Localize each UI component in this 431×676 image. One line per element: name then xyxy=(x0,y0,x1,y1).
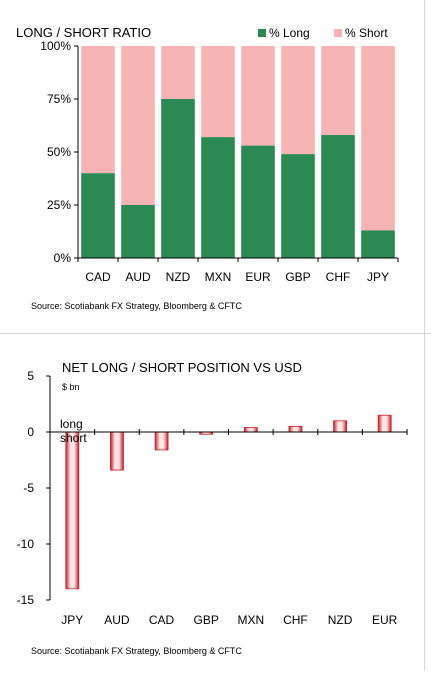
legend-label-long: % Long xyxy=(269,26,310,40)
chart1-title: LONG / SHORT RATIO xyxy=(16,25,151,40)
chart2-unit: $ bn xyxy=(62,382,80,392)
y-tick-label: -10 xyxy=(17,537,35,551)
x-tick-label: EUR xyxy=(245,270,271,284)
net-bar-aud xyxy=(110,431,124,471)
bar-long-cad xyxy=(81,173,115,258)
x-tick-label: CAD xyxy=(85,270,111,284)
y-tick-label: 25% xyxy=(47,198,71,212)
bar-short-aud xyxy=(121,46,155,205)
bar-short-jpy xyxy=(361,46,395,231)
chart2-title: NET LONG / SHORT POSITION VS USD xyxy=(62,360,302,375)
x-tick-label: NZD xyxy=(328,613,353,627)
x-tick-label: JPY xyxy=(367,270,389,284)
net-bar-nzd xyxy=(333,420,347,433)
bar-long-gbp xyxy=(281,154,315,258)
x-tick-label: AUD xyxy=(125,270,151,284)
x-tick-label: EUR xyxy=(372,613,398,627)
y-tick-label: 0 xyxy=(27,425,34,439)
x-tick-label: AUD xyxy=(104,613,130,627)
long-short-ratio-chart: LONG / SHORT RATIO % Long % Short CAD AUD NZD… xyxy=(16,25,399,284)
x-tick-label: CAD xyxy=(149,613,175,627)
bar-short-eur xyxy=(241,46,275,146)
x-tick-label: MXN xyxy=(237,613,264,627)
x-tick-label: CHF xyxy=(283,613,308,627)
bar-long-chf xyxy=(321,135,355,258)
net-bar-jpy xyxy=(65,431,80,590)
bar-short-mxn xyxy=(201,46,235,138)
bar-short-gbp xyxy=(281,46,315,155)
chart2-source: Source: Scotiabank FX Strategy, Bloomber… xyxy=(31,646,242,656)
y-tick-label: -15 xyxy=(17,593,35,607)
section-divider xyxy=(0,333,431,334)
x-tick-label: GBP xyxy=(285,270,310,284)
net-bar-chf xyxy=(288,425,303,433)
bar-short-chf xyxy=(321,46,355,136)
x-tick-label: CHF xyxy=(326,270,351,284)
bar-long-aud xyxy=(121,205,155,258)
legend-label-short: % Short xyxy=(345,26,388,40)
y-tick-label: 50% xyxy=(47,145,71,159)
y-tick-label: 0% xyxy=(54,251,72,265)
y-tick-label: 5 xyxy=(27,369,34,383)
x-tick-label: MXN xyxy=(205,270,232,284)
annotation-long: long xyxy=(60,417,83,431)
y-tick-label: 100% xyxy=(40,39,71,53)
bar-short-nzd xyxy=(161,46,195,99)
bar-long-mxn xyxy=(201,137,235,258)
y-tick-label: -5 xyxy=(23,481,34,495)
x-tick-label: NZD xyxy=(166,270,191,284)
bar-long-jpy xyxy=(361,230,395,258)
net-bar-eur xyxy=(377,414,392,433)
annotation-short: short xyxy=(60,431,87,445)
net-bar-mxn xyxy=(243,427,258,433)
legend-swatch-long xyxy=(258,29,266,37)
net-position-chart: NET LONG / SHORT POSITION VS USD $ bn JPY A… xyxy=(17,360,408,627)
legend-swatch-short xyxy=(334,29,342,37)
chart1-source: Source: Scotiabank FX Strategy, Bloomber… xyxy=(31,301,242,311)
bar-long-eur xyxy=(241,145,275,258)
bar-short-cad xyxy=(81,46,115,174)
x-tick-label: JPY xyxy=(61,613,83,627)
x-tick-label: GBP xyxy=(194,613,219,627)
right-edge-line xyxy=(424,0,425,671)
net-bar-cad xyxy=(154,431,169,451)
bar-long-nzd xyxy=(161,99,195,258)
y-tick-label: 75% xyxy=(47,92,71,106)
